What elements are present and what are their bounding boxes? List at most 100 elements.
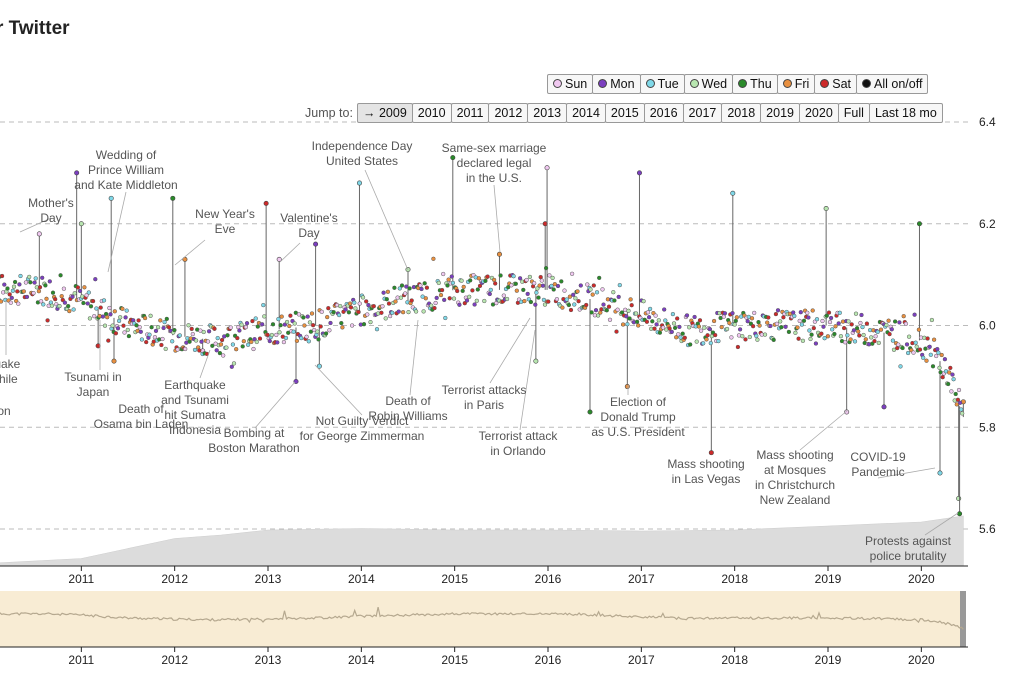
data-point [611,290,616,295]
data-point [212,326,217,331]
data-point [228,325,233,330]
data-point [745,319,750,324]
spike-point[interactable] [111,358,117,364]
data-point [647,306,653,312]
data-point [38,299,44,304]
legend-toggle-fri[interactable]: Fri [776,74,816,94]
annotation-text: Terrorist attack [479,429,559,443]
spike-point[interactable] [624,384,630,390]
annotation-text: Earthquake [164,378,226,392]
jump-button-8[interactable]: 2017 [682,103,723,123]
data-point [837,310,842,315]
data-point [730,311,735,316]
data-point [189,326,194,332]
data-point [27,274,32,280]
data-point [957,400,963,405]
jump-button-3[interactable]: 2012 [488,103,529,123]
data-point [960,411,965,416]
legend-toggle-tue[interactable]: Tue [639,74,685,94]
data-point [206,329,212,334]
data-point [838,334,844,339]
spike-point[interactable] [730,190,736,196]
jump-button-6[interactable]: 2015 [604,103,645,123]
data-point [734,315,739,320]
spike-point[interactable] [844,409,850,415]
spike-point[interactable] [587,409,593,415]
legend-toggle-sat[interactable]: Sat [814,74,858,94]
jump-button-4[interactable]: 2013 [527,103,568,123]
legend-toggle-all[interactable]: All on/off [856,74,929,94]
spike-point[interactable] [937,470,943,476]
spike-point[interactable] [636,170,642,176]
data-point [17,282,22,287]
jump-button-0[interactable]: → 2009 [357,103,413,123]
data-point [912,312,917,317]
data-point [793,330,798,335]
data-point [433,300,438,306]
legend-toggle-mon[interactable]: Mon [592,74,641,94]
data-point [522,298,527,304]
data-point [727,320,732,326]
spike-point[interactable] [708,450,714,456]
data-point [904,342,910,347]
data-point [701,341,706,346]
spike-point[interactable] [823,205,829,211]
legend-toggle-wed[interactable]: Wed [683,74,734,94]
context-x-tick-label: 2014 [348,653,375,667]
data-point [940,375,945,380]
data-point [462,301,467,306]
spike-point[interactable] [956,495,962,501]
spike-point[interactable] [533,358,539,364]
spike-point[interactable] [544,165,550,171]
data-point [724,326,730,332]
brush-handle[interactable] [960,591,966,647]
jump-button-12[interactable]: Full [837,103,870,123]
data-point [578,283,583,288]
data-point [550,275,555,281]
spike-point[interactable] [108,195,114,201]
spike-point[interactable] [74,170,80,176]
data-point [762,332,768,337]
jump-button-11[interactable]: 2020 [798,103,839,123]
spike-point[interactable] [496,251,502,257]
data-point [278,323,283,328]
legend-toggle-thu[interactable]: Thu [732,74,778,94]
context-x-tick-label: 2016 [535,653,562,667]
spike-point[interactable] [916,221,922,227]
spike-point[interactable] [263,200,269,206]
spike-point[interactable] [78,221,84,227]
data-point [662,307,667,312]
data-point [795,325,800,330]
jump-button-9[interactable]: 2018 [721,103,762,123]
data-point [705,333,710,338]
legend-toggle-sun[interactable]: Sun [547,74,594,94]
spike-point[interactable] [36,231,42,237]
spike-point[interactable] [450,155,456,161]
spike-point[interactable] [170,195,176,201]
spike-point[interactable] [881,404,887,410]
data-point [199,339,204,344]
data-point [348,305,354,310]
data-point [380,304,385,309]
data-point [94,306,99,311]
data-point [442,297,447,303]
data-point [617,282,622,288]
spike-point[interactable] [313,241,319,247]
jump-button-2[interactable]: 2011 [450,103,490,123]
data-point [704,337,709,342]
data-point [861,332,866,338]
spike-point[interactable] [356,180,362,186]
jump-button-5[interactable]: 2014 [566,103,606,123]
spike-point[interactable] [957,511,963,517]
data-point [830,327,835,332]
jump-button-1[interactable]: 2010 [411,103,452,123]
spike-point[interactable] [316,363,322,369]
jump-button-7[interactable]: 2016 [643,103,684,123]
spike-point[interactable] [276,256,282,262]
jump-button-13[interactable]: Last 18 mo [868,103,943,123]
jump-button-10[interactable]: 2019 [760,103,800,123]
day-legend: Sun Mon Tue Wed Thu Fri Sat All on/off [547,74,929,94]
legend-dot-icon [689,79,699,88]
data-point [243,324,249,330]
data-point [86,290,91,295]
